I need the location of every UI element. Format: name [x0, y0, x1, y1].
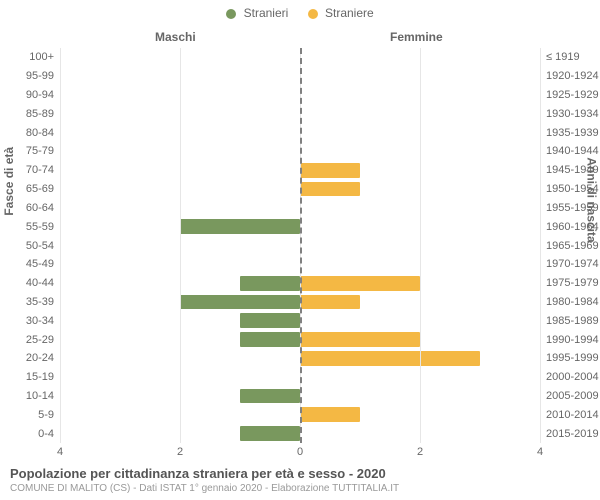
y-label-year: 1945-1949: [546, 164, 599, 176]
bar-male: [240, 332, 300, 347]
y-label-year: 1990-1994: [546, 334, 599, 346]
bar-female: [300, 332, 420, 347]
y-label-year: 1950-1954: [546, 183, 599, 195]
y-label-year: 1940-1944: [546, 145, 599, 157]
y-label-year: 1970-1974: [546, 258, 599, 270]
y-label-age: 40-44: [26, 277, 54, 289]
x-tick-label: 4: [537, 446, 543, 458]
bar-male: [240, 276, 300, 291]
bar-male: [240, 389, 300, 404]
column-title-male: Maschi: [155, 30, 196, 44]
y-label-age: 95-99: [26, 70, 54, 82]
bar-male: [180, 219, 300, 234]
y-label-age: 10-14: [26, 390, 54, 402]
y-label-age: 100+: [29, 51, 54, 63]
y-label-age: 5-9: [38, 409, 54, 421]
bar-female: [300, 351, 480, 366]
bar-male: [180, 295, 300, 310]
plot-area: 02244100+≤ 191995-991920-192490-941925-1…: [60, 48, 540, 443]
y-label-year: 1975-1979: [546, 277, 599, 289]
grid-line: [180, 48, 181, 443]
legend-swatch-male: [226, 9, 236, 19]
bar-female: [300, 182, 360, 197]
x-tick-label: 2: [177, 446, 183, 458]
y-label-year: ≤ 1919: [546, 51, 580, 63]
y-label-age: 55-59: [26, 221, 54, 233]
y-label-year: 1930-1934: [546, 108, 599, 120]
y-label-age: 35-39: [26, 296, 54, 308]
grid-line: [540, 48, 541, 443]
y-label-year: 1980-1984: [546, 296, 599, 308]
legend-label-female: Straniere: [325, 6, 374, 20]
y-label-year: 1925-1929: [546, 89, 599, 101]
y-label-age: 50-54: [26, 240, 54, 252]
legend-swatch-female: [308, 9, 318, 19]
y-label-year: 1960-1964: [546, 221, 599, 233]
grid-line: [420, 48, 421, 443]
y-label-age: 90-94: [26, 89, 54, 101]
bar-female: [300, 163, 360, 178]
y-label-year: 2000-2004: [546, 371, 599, 383]
grid-line: [60, 48, 61, 443]
y-label-year: 1985-1989: [546, 315, 599, 327]
legend-label-male: Stranieri: [244, 6, 289, 20]
y-label-age: 15-19: [26, 371, 54, 383]
y-label-year: 2015-2019: [546, 428, 599, 440]
y-label-age: 30-34: [26, 315, 54, 327]
bar-female: [300, 407, 360, 422]
column-title-female: Femmine: [390, 30, 443, 44]
y-label-year: 1955-1959: [546, 202, 599, 214]
bar-male: [240, 426, 300, 441]
bar-female: [300, 276, 420, 291]
bar-female: [300, 295, 360, 310]
y-label-age: 60-64: [26, 202, 54, 214]
chart-footer: Popolazione per cittadinanza straniera p…: [10, 466, 399, 494]
y-label-age: 25-29: [26, 334, 54, 346]
chart-subtitle: COMUNE DI MALITO (CS) - Dati ISTAT 1° ge…: [10, 483, 399, 494]
legend-item-female: Straniere: [308, 6, 374, 20]
y-label-age: 75-79: [26, 145, 54, 157]
bar-male: [240, 313, 300, 328]
y-label-year: 2010-2014: [546, 409, 599, 421]
y-label-year: 1920-1924: [546, 70, 599, 82]
y-label-year: 1965-1969: [546, 240, 599, 252]
chart-title: Popolazione per cittadinanza straniera p…: [10, 466, 399, 481]
population-pyramid-chart: Stranieri Straniere Maschi Femmine Fasce…: [0, 0, 600, 500]
legend: Stranieri Straniere: [0, 6, 600, 20]
x-tick-label: 4: [57, 446, 63, 458]
y-label-year: 1935-1939: [546, 127, 599, 139]
y-label-age: 80-84: [26, 127, 54, 139]
y-label-age: 20-24: [26, 352, 54, 364]
legend-item-male: Stranieri: [226, 6, 288, 20]
y-axis-title-age: Fasce di età: [2, 147, 16, 216]
zero-line: [300, 48, 302, 443]
y-label-year: 2005-2009: [546, 390, 599, 402]
y-label-age: 0-4: [38, 428, 54, 440]
y-label-age: 65-69: [26, 183, 54, 195]
x-tick-label: 0: [297, 446, 303, 458]
y-label-age: 45-49: [26, 258, 54, 270]
y-label-age: 85-89: [26, 108, 54, 120]
y-label-year: 1995-1999: [546, 352, 599, 364]
x-tick-label: 2: [417, 446, 423, 458]
y-label-age: 70-74: [26, 164, 54, 176]
